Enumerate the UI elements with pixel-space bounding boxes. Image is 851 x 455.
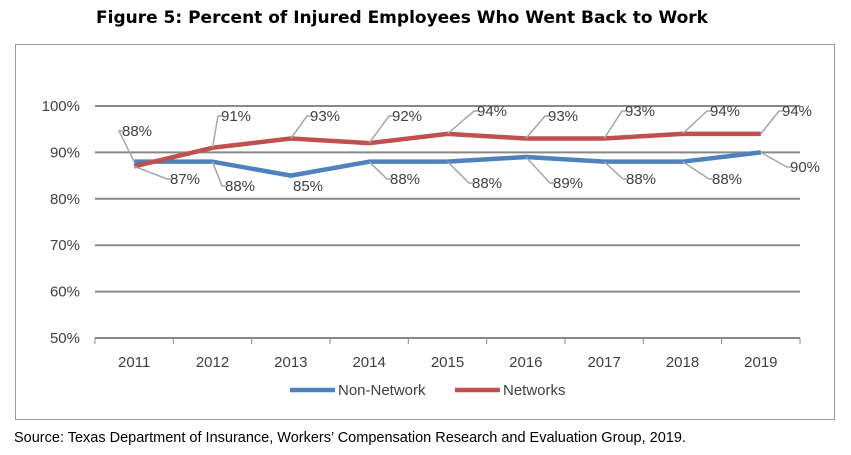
data-label: 88% (472, 175, 502, 192)
leader-line (446, 161, 473, 184)
leader-line (682, 161, 713, 180)
data-label: 94% (710, 103, 740, 120)
leader-line (760, 110, 783, 135)
data-label: 88% (225, 178, 255, 195)
leader-line (368, 115, 393, 144)
chart-frame (15, 44, 835, 420)
leader-line (117, 130, 135, 163)
data-label: 85% (293, 178, 323, 195)
x-tick-label: 2019 (744, 354, 777, 371)
data-label: 90% (790, 159, 820, 176)
data-label: 91% (221, 108, 251, 125)
leader-line (603, 161, 627, 180)
data-label: 88% (626, 171, 656, 188)
data-label: 87% (170, 171, 200, 188)
data-label: 94% (782, 103, 812, 120)
x-tick-label: 2018 (666, 354, 699, 371)
x-tick-label: 2016 (509, 354, 542, 371)
leader-line (447, 110, 478, 135)
leader-line (290, 115, 311, 139)
leader-line (525, 156, 554, 184)
y-tick-label: 90% (50, 144, 80, 161)
data-label: 88% (122, 123, 152, 140)
y-tick-label: 50% (50, 330, 80, 347)
y-tick-label: 60% (50, 284, 80, 301)
data-label: 89% (553, 175, 583, 192)
legend-label: Networks (503, 382, 566, 399)
leader-line (760, 151, 791, 168)
source-note: Source: Texas Department of Insurance, W… (14, 430, 686, 446)
data-label: 88% (390, 171, 420, 188)
leader-line (525, 115, 549, 139)
data-label: 88% (712, 171, 742, 188)
y-tick-label: 70% (50, 237, 80, 254)
data-label: 93% (548, 108, 578, 125)
data-label: 93% (310, 108, 340, 125)
data-label: 93% (625, 103, 655, 120)
leader-line (133, 165, 171, 180)
y-tick-label: 100% (42, 98, 80, 115)
chart-title: Figure 5: Percent of Injured Employees W… (96, 8, 708, 28)
leader-line (211, 115, 222, 148)
x-tick-label: 2015 (431, 354, 464, 371)
x-tick-label: 2011 (118, 354, 150, 371)
x-tick-label: 2017 (587, 354, 620, 371)
x-tick-label: 2014 (352, 354, 385, 371)
x-tick-label: 2013 (274, 354, 307, 371)
leader-line (681, 110, 711, 135)
x-tick-label: 2012 (196, 354, 229, 371)
leader-line (603, 110, 626, 139)
leader-line (211, 161, 226, 187)
data-label: 94% (477, 103, 507, 120)
series-line-non-network (134, 150, 762, 178)
legend-label: Non-Network (338, 382, 426, 399)
y-tick-label: 80% (50, 191, 80, 208)
leader-line (368, 161, 391, 180)
data-label: 92% (392, 108, 422, 125)
